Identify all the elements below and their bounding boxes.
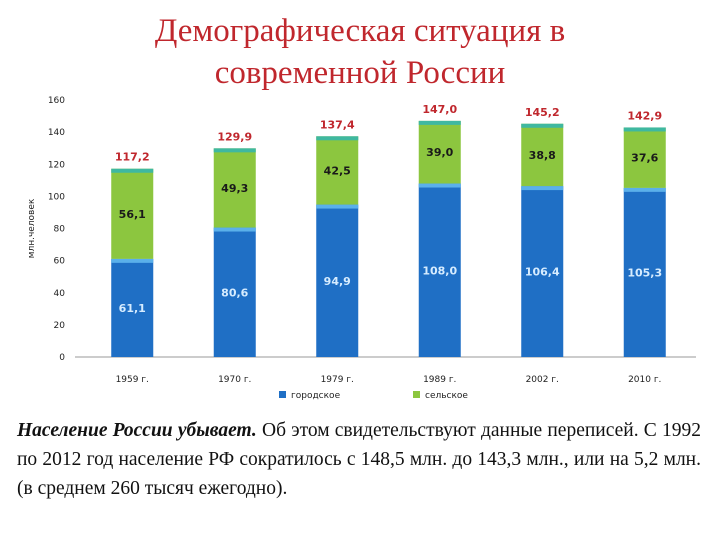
bar-total-label: 145,2 <box>525 106 560 119</box>
summary-body: Об этом свидетельствуют данные переписей… <box>17 420 701 499</box>
bar-rural-value-label: 56,1 <box>119 208 146 221</box>
y-tick-label: 100 <box>48 192 65 202</box>
bar-rural <box>521 123 564 187</box>
bar-rural-value-label: 49,3 <box>221 182 248 195</box>
bar-urban <box>521 186 564 357</box>
bar-rural-value-label: 42,5 <box>324 164 351 177</box>
bar-rural <box>418 120 461 184</box>
bar-urban-top-edge <box>213 227 256 232</box>
y-tick-label: 80 <box>54 225 66 235</box>
bar-rural-top-edge <box>418 120 461 125</box>
slide-title-line-2: современной России <box>214 55 506 91</box>
bar-urban-top-edge <box>111 258 154 263</box>
bar-urban-top-edge <box>521 186 564 191</box>
x-tick-label: 2010 г. <box>628 375 661 385</box>
y-tick-label: 60 <box>54 257 66 267</box>
y-tick-label: 160 <box>48 96 65 106</box>
bar-rural-top-edge <box>213 148 256 153</box>
bar-urban-top-edge <box>623 187 666 192</box>
y-tick-label: 0 <box>59 353 65 363</box>
bar-rural-top-edge <box>111 168 154 173</box>
population-chart: 0 20 40 60 80 100 120 140 160 млн.человек 61,1 56,1… <box>11 92 707 410</box>
bar-rural <box>213 148 256 228</box>
legend-label-rural: сельское <box>425 391 468 401</box>
bar-rural-top-edge <box>623 127 666 132</box>
legend-label-urban: городское <box>291 391 341 401</box>
bar-rural <box>316 136 359 205</box>
bar-urban <box>213 227 256 357</box>
x-tick-label: 1989 г. <box>423 375 456 385</box>
bar-total-label: 142,9 <box>627 109 662 122</box>
bar-rural-value-label: 38,8 <box>529 149 556 162</box>
bar-rural <box>111 168 154 259</box>
bar-total-label: 137,4 <box>320 118 355 131</box>
bar-urban-value-label: 80,6 <box>221 286 248 299</box>
y-axis-label: млн.человек <box>27 198 37 258</box>
bar-urban-value-label: 94,9 <box>324 275 351 288</box>
bar-rural-top-edge <box>521 123 564 128</box>
bar-urban-top-edge <box>418 183 461 188</box>
chart-svg: 0 20 40 60 80 100 120 140 160 млн.человек 61,1 56,1… <box>27 96 696 401</box>
slide-title: Демографическая ситуация в современной Р… <box>0 10 720 94</box>
bar-urban <box>623 187 666 357</box>
legend-swatch-rural <box>413 391 420 398</box>
bar-urban-value-label: 106,4 <box>525 266 560 279</box>
bar-rural <box>623 127 666 188</box>
bar-urban-top-edge <box>316 204 359 209</box>
bar-urban <box>418 183 461 357</box>
y-tick-label: 40 <box>54 289 66 299</box>
y-tick-label: 20 <box>54 321 66 331</box>
bar-total-label: 147,0 <box>422 103 457 116</box>
x-tick-label: 2002 г. <box>526 375 559 385</box>
bar-urban <box>316 204 359 357</box>
bar-total-label: 117,2 <box>115 151 150 164</box>
y-tick-label: 120 <box>48 160 65 170</box>
x-tick-label: 1959 г. <box>116 375 149 385</box>
y-tick-label: 140 <box>48 128 65 138</box>
bar-urban-value-label: 105,3 <box>627 266 662 279</box>
bar-rural-value-label: 39,0 <box>426 146 453 159</box>
x-tick-label: 1970 г. <box>218 375 251 385</box>
bar-urban-value-label: 61,1 <box>119 302 146 315</box>
bar-urban-value-label: 108,0 <box>422 264 457 277</box>
summary-lead: Население России убывает. <box>17 420 257 441</box>
bar-rural-top-edge <box>316 136 359 141</box>
legend-swatch-urban <box>279 391 286 398</box>
slide-title-line-1: Демографическая ситуация в <box>154 13 566 49</box>
bar-total-label: 129,9 <box>217 130 252 143</box>
bar-urban <box>111 258 154 357</box>
x-tick-label: 1979 г. <box>321 375 354 385</box>
summary-paragraph: Население России убывает. Об этом свидет… <box>17 416 701 503</box>
bar-rural-value-label: 37,6 <box>631 152 658 165</box>
